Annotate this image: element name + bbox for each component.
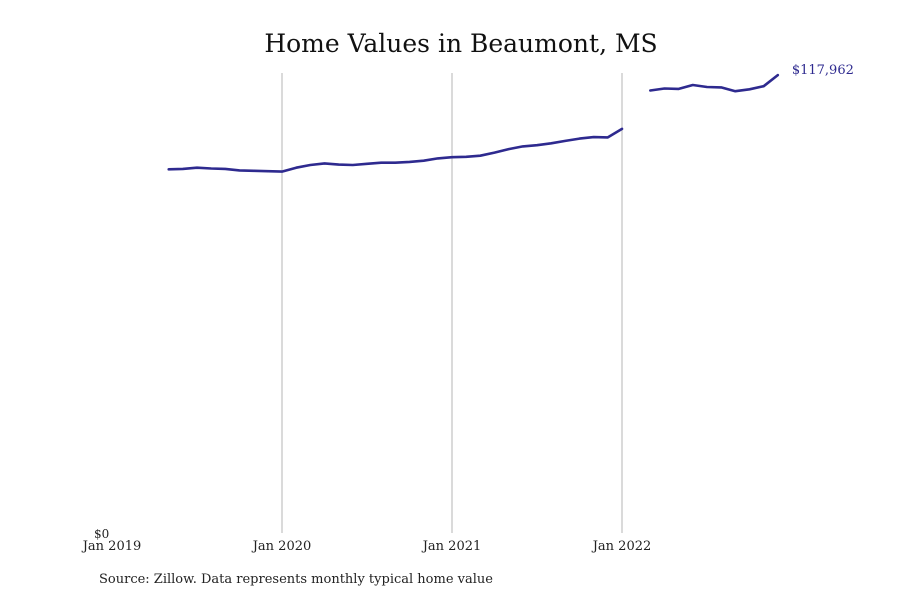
x-tick-label: Jan 2020 [251, 539, 312, 554]
x-tick-label: Jan 2019 [81, 539, 142, 554]
chart-title: Home Values in Beaumont, MS [264, 29, 657, 58]
series-line-segment-1 [167, 127, 624, 173]
source-note: Source: Zillow. Data represents monthly … [99, 572, 493, 587]
y-tick-label: $0 [94, 527, 109, 541]
x-axis-ticks: Jan 2019 Jan 2020 Jan 2021 Jan 2022 [81, 539, 652, 554]
series-group [167, 73, 780, 173]
series-line-segment-2 [648, 73, 780, 93]
y-axis-ticks: $0 [94, 527, 109, 541]
x-tick-label: Jan 2022 [591, 539, 652, 554]
end-value-label: $117,962 [792, 63, 854, 78]
data-labels: $117,962 [792, 63, 854, 78]
x-tick-label: Jan 2021 [421, 539, 482, 554]
gridlines [281, 73, 623, 533]
